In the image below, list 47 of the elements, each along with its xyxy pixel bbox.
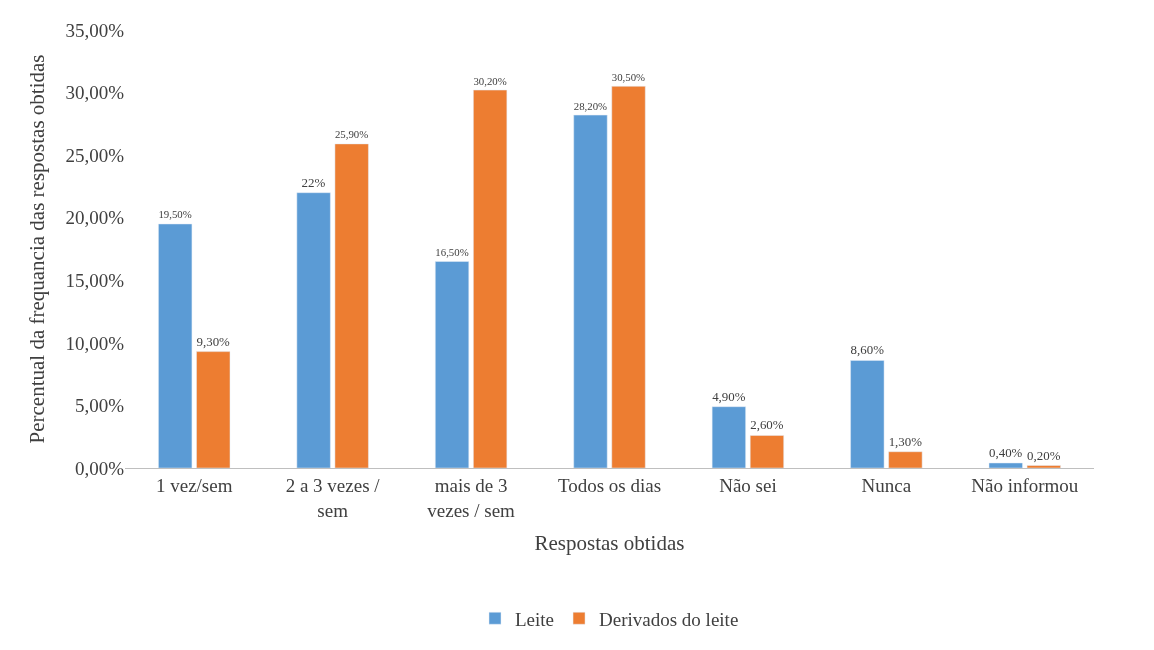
bar (988, 462, 1023, 468)
x-tick-label: 1 vez/sem (155, 474, 233, 496)
y-tick-label: 35,00% (65, 19, 125, 41)
bar (749, 435, 784, 468)
x-tick-label: mais de 3 vezes / sem (427, 474, 516, 521)
bar (334, 143, 369, 468)
bar (888, 451, 923, 468)
bar (611, 86, 646, 468)
y-tick-label: 0,00% (74, 457, 125, 479)
x-tick-label: Não informou (971, 474, 1079, 496)
data-label: 0,40% (989, 446, 1023, 461)
legend-label: Leite (515, 608, 555, 630)
y-tick-label: 5,00% (74, 395, 125, 417)
y-tick-label: 30,00% (65, 82, 125, 104)
data-label: 4,90% (712, 389, 746, 404)
y-axis-title: Percentual da frequancia das respostas obtidas (24, 54, 49, 444)
bar (296, 192, 331, 468)
data-label: 1,30% (888, 434, 923, 449)
x-tick-label: Nunca (861, 474, 912, 496)
data-label: 25,90% (334, 128, 369, 141)
bar (1026, 465, 1061, 468)
bar (196, 351, 231, 468)
x-tick-label: Não sei (719, 474, 777, 496)
y-tick-label: 20,00% (65, 207, 125, 229)
bar (158, 223, 193, 468)
data-label: 9,30% (196, 334, 231, 349)
bar (711, 406, 746, 468)
y-tick-label: 10,00% (65, 332, 125, 354)
data-label: 19,50% (158, 208, 192, 221)
bar (850, 360, 885, 468)
x-tick-label: Todos os dias (557, 474, 662, 496)
x-axis-title: Respostas obtidas (534, 530, 685, 555)
data-label: 30,50% (611, 70, 646, 83)
data-label: 0,20% (1027, 448, 1061, 463)
data-label: 8,60% (850, 343, 885, 358)
x-tick-label: 2 a 3 vezes / sem (285, 474, 381, 521)
y-tick-label: 15,00% (65, 269, 125, 291)
bar (473, 89, 508, 468)
data-label: 28,20% (573, 99, 608, 112)
data-label: 2,60% (750, 418, 784, 433)
data-label: 22% (301, 174, 326, 190)
data-label: 16,50% (435, 246, 469, 259)
bar (573, 114, 608, 468)
data-label: 30,20% (473, 74, 507, 87)
legend-label: Derivados do leite (599, 608, 739, 630)
bar (435, 261, 470, 468)
y-tick-label: 25,00% (65, 144, 125, 166)
